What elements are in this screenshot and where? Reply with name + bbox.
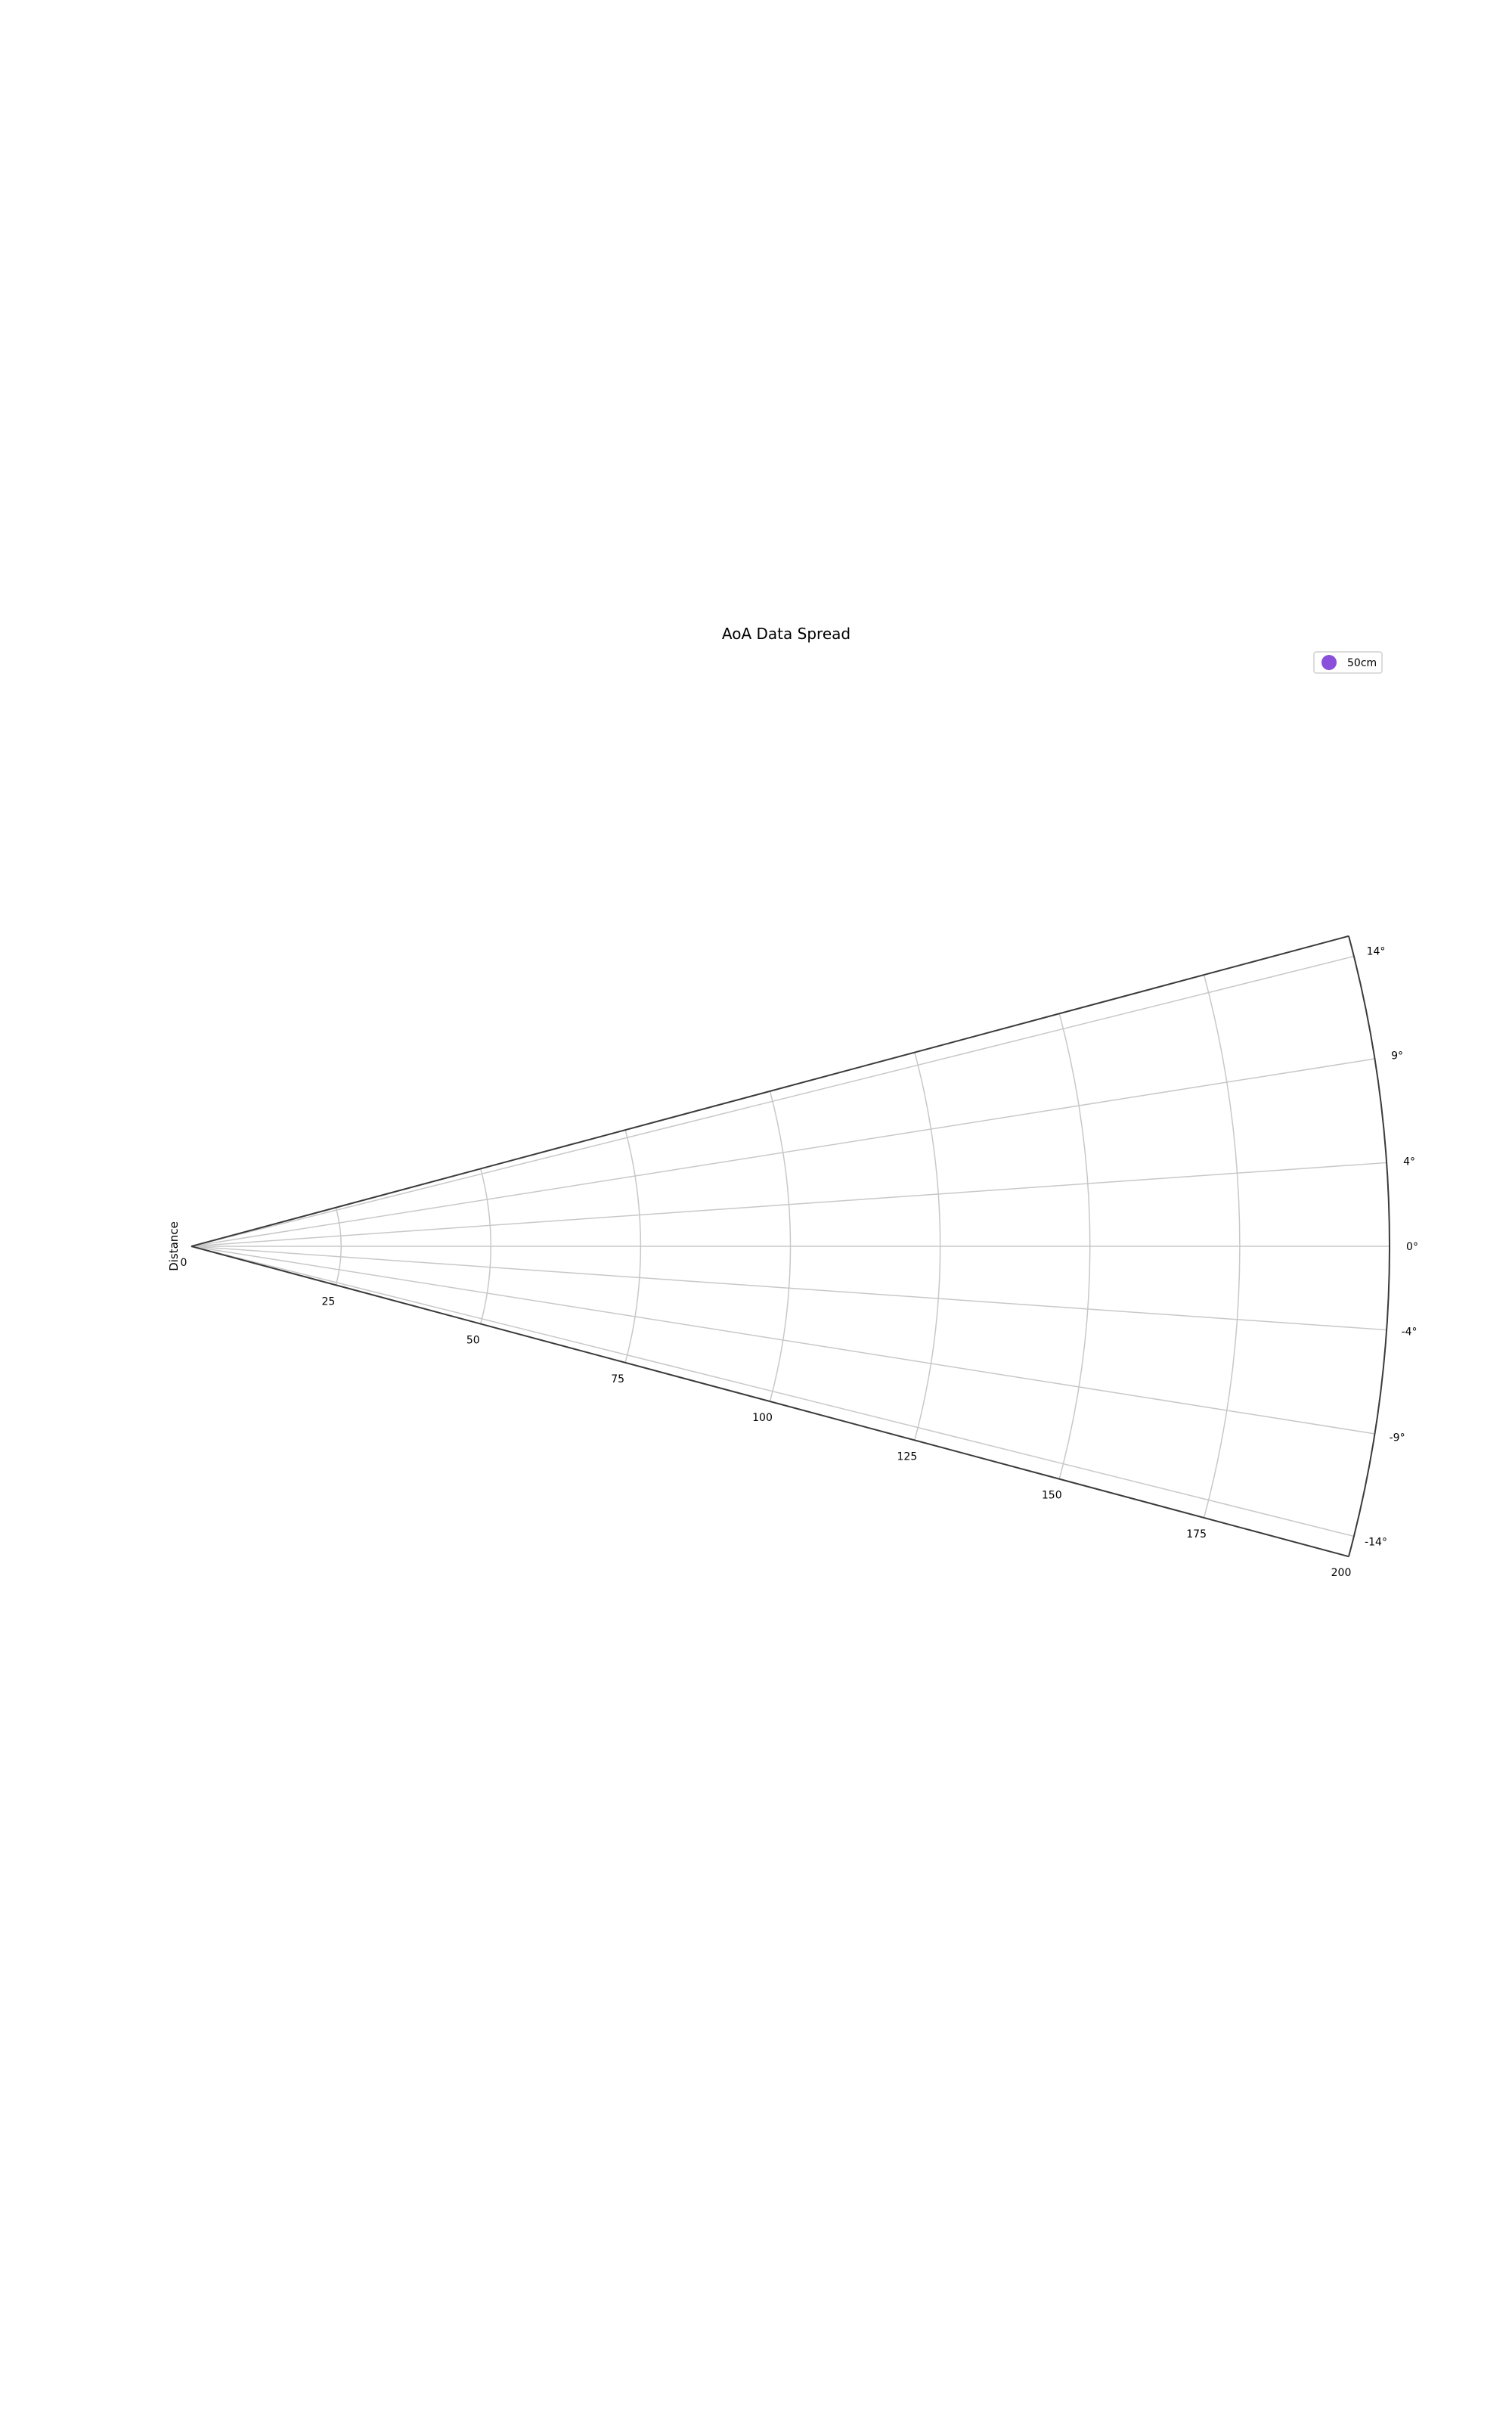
legend: 50cm <box>1313 651 1383 674</box>
angular-tick-label: -4° <box>1402 1326 1418 1339</box>
angular-tick-label: -14° <box>1365 1537 1387 1549</box>
sector-frame <box>191 935 1390 1558</box>
outer-arc <box>1348 935 1390 1557</box>
radial-axis-label: Distance <box>167 1221 181 1271</box>
radial-tick-label: 150 <box>1042 1490 1062 1502</box>
angular-gridline <box>191 1246 1355 1537</box>
angular-gridline <box>191 1058 1375 1247</box>
radial-tick-label: 200 <box>1331 1567 1352 1579</box>
lower-boundary <box>191 1246 1349 1558</box>
radial-tick-label: 50 <box>466 1335 480 1347</box>
angular-tick-label: -9° <box>1390 1432 1405 1444</box>
angular-gridline <box>191 955 1355 1247</box>
radial-tick-label: 0 <box>181 1257 187 1269</box>
radial-tick-label: 25 <box>321 1295 335 1308</box>
angular-tick-label: 14° <box>1367 945 1386 957</box>
chart-title: AoA Data Spread <box>722 625 850 643</box>
angular-tick-label: 0° <box>1406 1241 1418 1253</box>
angular-gridline <box>191 1162 1387 1247</box>
radial-tick-label: 100 <box>752 1412 773 1424</box>
radial-tick-label: 125 <box>897 1450 918 1463</box>
angular-gridline <box>191 1246 1375 1435</box>
angular-tick-label: 4° <box>1403 1156 1415 1168</box>
angular-gridline <box>191 1246 1387 1331</box>
upper-boundary <box>191 935 1349 1247</box>
grid-layer <box>191 955 1390 1537</box>
radial-tick-label: 75 <box>611 1373 624 1385</box>
legend-label-50cm: 50cm <box>1347 657 1377 669</box>
tick-labels: 0 25 50 75 100 125 150 175 200 14° 9° 4° 0° -4° -9° -14… <box>181 945 1418 1579</box>
angular-tick-label: 9° <box>1391 1050 1403 1062</box>
radial-tick-label: 175 <box>1186 1528 1207 1540</box>
legend-marker-50cm <box>1321 655 1337 670</box>
